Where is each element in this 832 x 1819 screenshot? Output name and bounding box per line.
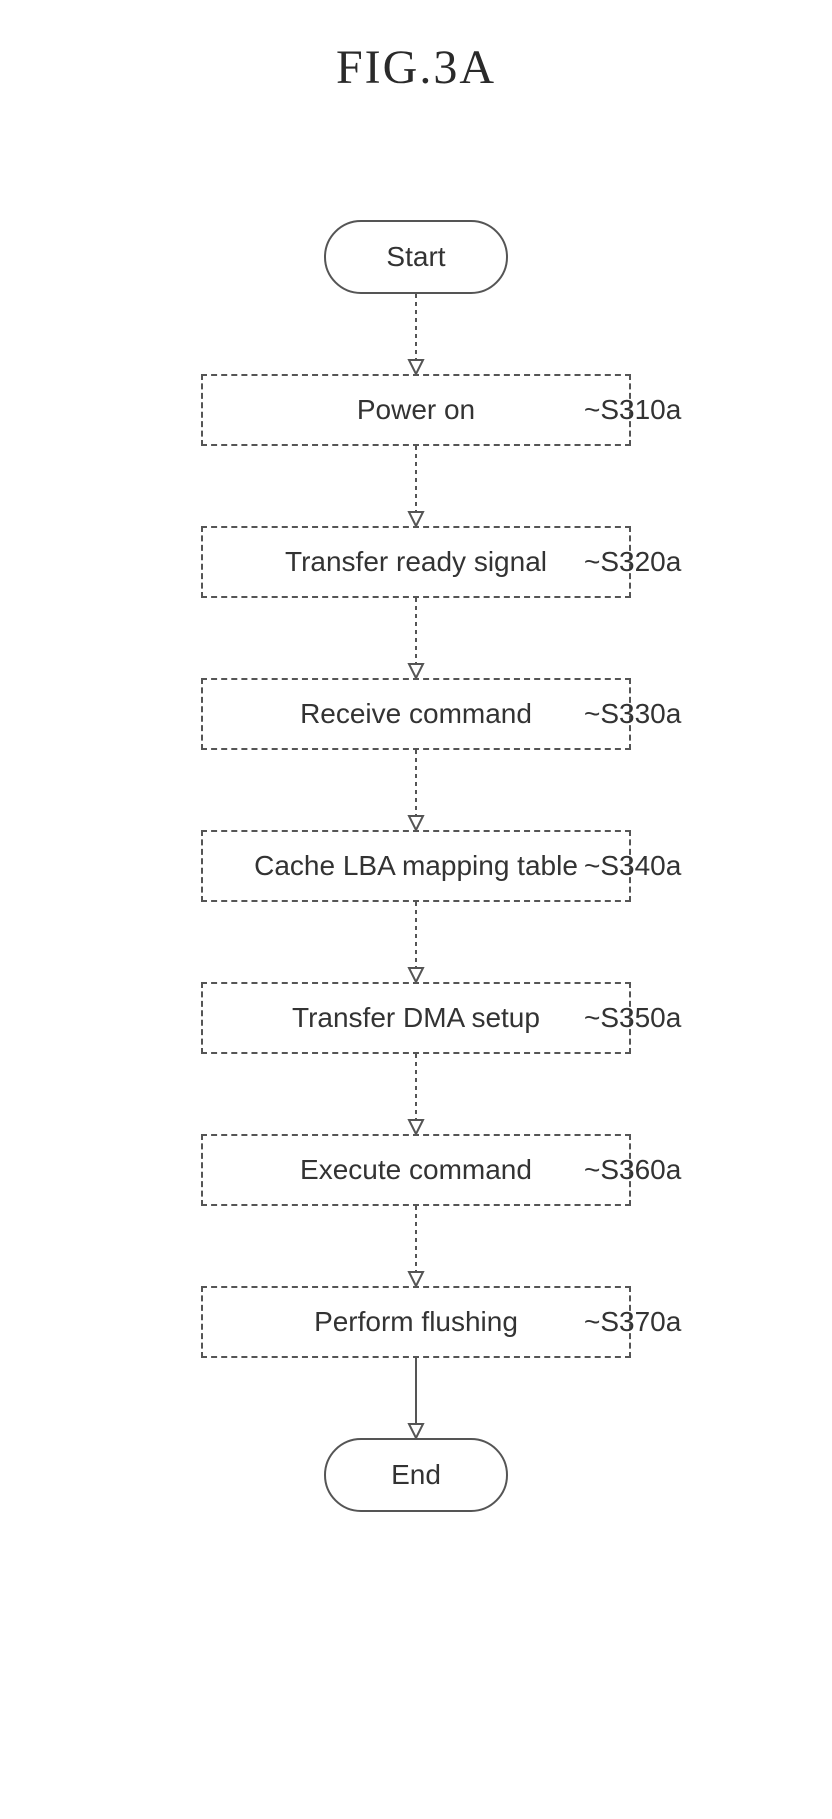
step-row: Receive command ~S330a: [0, 678, 832, 750]
process-box: Execute command: [201, 1134, 631, 1206]
process-text: Transfer ready signal: [285, 546, 547, 578]
process-box: Cache LBA mapping table: [201, 830, 631, 902]
start-label: Start: [386, 241, 445, 273]
step-row: Perform flushing ~S370a: [0, 1286, 832, 1358]
arrow: [0, 294, 832, 374]
process-box: Power on: [201, 374, 631, 446]
end-label: End: [391, 1459, 441, 1491]
step-label: ~S360a: [584, 1154, 681, 1186]
figure-title: FIG.3A: [0, 40, 832, 95]
process-box: Perform flushing: [201, 1286, 631, 1358]
step-label-text: S330a: [600, 698, 681, 729]
arrow: [0, 750, 832, 830]
step-label-text: S350a: [600, 1002, 681, 1033]
arrow: [0, 1206, 832, 1286]
step-label: ~S310a: [584, 394, 681, 426]
end-terminator: End: [324, 1438, 508, 1512]
process-text: Execute command: [300, 1154, 532, 1186]
step-row: Transfer ready signal ~S320a: [0, 526, 832, 598]
arrow: [0, 902, 832, 982]
step-label-text: S310a: [600, 394, 681, 425]
step-label-text: S360a: [600, 1154, 681, 1185]
step-label-text: S320a: [600, 546, 681, 577]
step-row: Execute command ~S360a: [0, 1134, 832, 1206]
arrow: [0, 446, 832, 526]
tilde: ~: [584, 850, 600, 881]
step-label: ~S370a: [584, 1306, 681, 1338]
tilde: ~: [584, 1154, 600, 1185]
tilde: ~: [584, 1306, 600, 1337]
process-text: Receive command: [300, 698, 532, 730]
tilde: ~: [584, 546, 600, 577]
arrow: [0, 598, 832, 678]
process-box: Transfer DMA setup: [201, 982, 631, 1054]
step-row: Power on ~S310a: [0, 374, 832, 446]
step-label: ~S330a: [584, 698, 681, 730]
step-label: ~S340a: [584, 850, 681, 882]
process-box: Receive command: [201, 678, 631, 750]
tilde: ~: [584, 698, 600, 729]
step-row: Transfer DMA setup ~S350a: [0, 982, 832, 1054]
tilde: ~: [584, 394, 600, 425]
process-box: Transfer ready signal: [201, 526, 631, 598]
process-text: Cache LBA mapping table: [254, 850, 578, 882]
step-row: Cache LBA mapping table ~S340a: [0, 830, 832, 902]
process-text: Power on: [357, 394, 475, 426]
arrow: [0, 1358, 832, 1438]
step-label: ~S320a: [584, 546, 681, 578]
start-terminator: Start: [324, 220, 508, 294]
step-label: ~S350a: [584, 1002, 681, 1034]
process-text: Transfer DMA setup: [292, 1002, 540, 1034]
step-label-text: S340a: [600, 850, 681, 881]
process-text: Perform flushing: [314, 1306, 518, 1338]
flowchart: Start Power on ~S310a Transfer ready sig…: [0, 220, 832, 1512]
step-label-text: S370a: [600, 1306, 681, 1337]
tilde: ~: [584, 1002, 600, 1033]
arrow: [0, 1054, 832, 1134]
